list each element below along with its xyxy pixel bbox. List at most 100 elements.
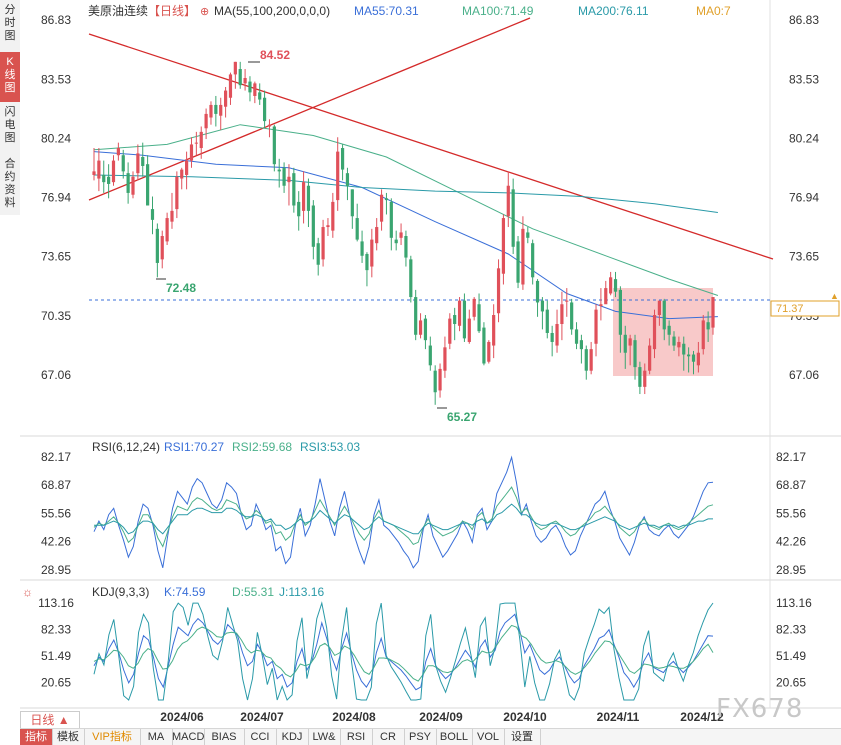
- period-label[interactable]: 【日线】: [148, 4, 196, 18]
- ma55-value: MA55:70.31: [354, 4, 419, 18]
- rsi-tick-right: 55.56: [776, 507, 806, 521]
- indicator-tab[interactable]: 指标: [20, 729, 53, 745]
- indicator-tab-bar: 指标 模板 VIP指标 MA MACD BIAS CCI KDJ LW& RSI CR PSY BOLL…: [20, 728, 841, 745]
- settings-icon[interactable]: ⊕: [200, 6, 209, 18]
- rsi-line-rsi1: [93, 455, 714, 569]
- indicator-tab[interactable]: 设置: [504, 729, 541, 745]
- rsi-tick-right: 42.26: [776, 535, 806, 549]
- tab-timeshare-chart[interactable]: 分时图: [0, 0, 20, 50]
- date-axis: 2024/06 2024/07 2024/08 2024/09 2024/10 2024/…: [160, 710, 724, 724]
- candle-body: [457, 300, 462, 326]
- trendline-down[interactable]: [88, 33, 774, 260]
- candle-body: [423, 318, 428, 341]
- candle-body: [643, 370, 647, 387]
- indicator-tab[interactable]: 模板: [52, 729, 85, 745]
- candle-body: [350, 189, 354, 217]
- rsi-label[interactable]: RSI(6,12,24): [92, 440, 160, 454]
- rsi-tick-left: 55.56: [41, 507, 71, 521]
- candle-body: [555, 324, 559, 346]
- candle-body: [146, 164, 150, 206]
- candle-body: [672, 336, 676, 346]
- candle-body: [301, 182, 306, 211]
- ma-line-ma100: [93, 124, 719, 296]
- rsi-line-rsi2: [93, 486, 714, 548]
- price-tick-left: 70.35: [41, 309, 71, 323]
- candle-body: [404, 236, 408, 258]
- candle-body: [394, 239, 398, 244]
- chart-header: 美原油连续 【日线】 ⊕ MA(55,100,200,0,0,0) MA55:7…: [88, 3, 731, 18]
- date-label: 2024/07: [240, 710, 284, 724]
- price-tick-left: 80.24: [41, 131, 71, 145]
- indicator-tab[interactable]: RSI: [340, 729, 373, 745]
- tab-flash-chart[interactable]: 闪电图: [0, 102, 20, 152]
- candle-body: [170, 210, 174, 222]
- candle-body: [389, 201, 393, 238]
- candle-body: [662, 300, 666, 330]
- candle-body: [326, 225, 330, 228]
- indicator-tab[interactable]: CCI: [244, 729, 277, 745]
- indicator-tab[interactable]: MA: [140, 729, 173, 745]
- candle-body: [448, 318, 452, 344]
- indicator-tab[interactable]: BOLL: [436, 729, 473, 745]
- candle-body: [496, 268, 501, 314]
- candle-body: [365, 253, 369, 271]
- candle-body: [584, 349, 588, 371]
- tab-contract-info[interactable]: 合约资料: [0, 154, 20, 218]
- candle-body: [243, 77, 247, 84]
- date-label: 2024/06: [160, 710, 204, 724]
- date-label: 2024/10: [503, 710, 547, 724]
- kdj-label[interactable]: KDJ(9,3,3): [92, 585, 149, 599]
- candle-body: [238, 69, 242, 86]
- candle-body: [438, 368, 442, 391]
- ma-params[interactable]: MA(55,100,200,0,0,0): [214, 4, 330, 18]
- side-tab-char: 分: [4, 4, 16, 16]
- candle-body: [262, 97, 267, 122]
- price-tick-left: 73.65: [41, 250, 71, 264]
- candle-body: [618, 289, 622, 335]
- candle-body: [165, 218, 169, 242]
- side-tab-char: 图: [4, 30, 16, 42]
- chart-canvas[interactable]: 美原油连续 【日线】 ⊕ MA(55,100,200,0,0,0) MA55:7…: [20, 0, 841, 728]
- candle-body: [131, 176, 135, 195]
- period-selector[interactable]: 日线 ▲: [20, 711, 80, 729]
- candle-body: [545, 309, 549, 333]
- indicator-tab[interactable]: VIP指标: [84, 729, 141, 745]
- candle-body: [570, 302, 574, 330]
- date-label: 2024/12: [680, 710, 724, 724]
- candle-body: [531, 243, 535, 278]
- rsi3-value: RSI3:53.03: [300, 440, 360, 454]
- price-tick-right: 80.24: [789, 131, 819, 145]
- side-tab-char: 电: [4, 119, 16, 131]
- candle-body: [487, 341, 491, 362]
- indicator-tab[interactable]: MACD: [172, 729, 205, 745]
- candle-body: [521, 228, 525, 285]
- side-tab-char: 闪: [4, 106, 16, 118]
- candle-body: [379, 194, 384, 222]
- indicator-tab[interactable]: BIAS: [204, 729, 245, 745]
- kdj-panel: ☼ KDJ(9,3,3) K:74.59 D:55.31 J:113.16 11…: [22, 585, 812, 701]
- candle-body: [355, 218, 359, 240]
- indicator-tab[interactable]: VOL: [472, 729, 505, 745]
- candle-body: [540, 300, 545, 312]
- indicator-tab[interactable]: CR: [372, 729, 405, 745]
- low-left-annotation: 72.48: [166, 281, 196, 295]
- candle-body: [384, 198, 389, 201]
- candle-body: [375, 227, 379, 244]
- candle-body: [282, 167, 286, 186]
- kdj-k-value: K:74.59: [164, 585, 206, 599]
- candle-body: [652, 315, 657, 350]
- indicator-tab[interactable]: PSY: [404, 729, 437, 745]
- indicator-tab[interactable]: KDJ: [276, 729, 309, 745]
- price-tick-left: 76.94: [41, 191, 71, 205]
- candle-body: [628, 338, 632, 346]
- kdj-j-value: J:113.16: [279, 585, 324, 599]
- date-label: 2024/09: [419, 710, 463, 724]
- indicator-tab[interactable]: LW&: [308, 729, 341, 745]
- candle-body: [511, 189, 515, 247]
- rsi-tick-right: 82.17: [776, 450, 806, 464]
- trendline-up[interactable]: [88, 17, 531, 201]
- candle-body: [321, 227, 325, 260]
- crosshair-icon[interactable]: ☼: [22, 585, 33, 599]
